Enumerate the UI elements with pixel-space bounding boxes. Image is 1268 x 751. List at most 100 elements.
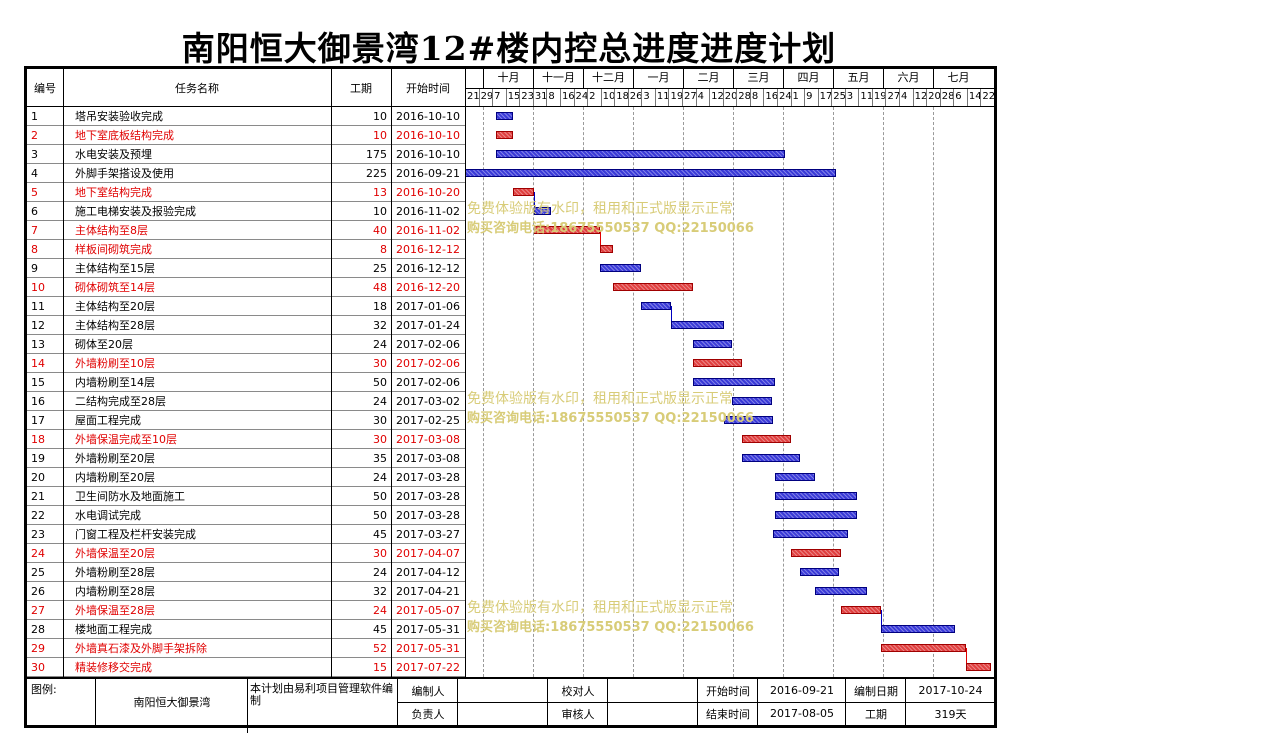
task-start: 2017-03-08 — [396, 433, 460, 446]
grid-line — [883, 107, 884, 677]
task-duration: 45 — [373, 623, 387, 636]
day-label: 27 — [682, 89, 697, 107]
table-row[interactable]: 22 水电调试完成 50 2017-03-28 — [27, 506, 465, 525]
table-row[interactable]: 8 样板间砌筑完成 8 2016-12-12 — [27, 240, 465, 259]
table-row[interactable]: 16 二结构完成至28层 24 2017-03-02 — [27, 392, 465, 411]
month-label: 五月 — [833, 69, 883, 88]
gantt-bar[interactable] — [496, 150, 785, 158]
table-row[interactable]: 9 主体结构至15层 25 2016-12-12 — [27, 259, 465, 278]
gantt-chart — [465, 107, 994, 677]
table-row[interactable]: 6 施工电梯安装及报验完成 10 2016-11-02 — [27, 202, 465, 221]
gantt-bar[interactable] — [723, 416, 774, 424]
table-row[interactable]: 19 外墙粉刷至20层 35 2017-03-08 — [27, 449, 465, 468]
gantt-bar[interactable] — [773, 530, 848, 538]
table-row[interactable]: 20 内墙粉刷至20层 24 2017-03-28 — [27, 468, 465, 487]
col-header-start: 开始时间 — [406, 82, 450, 95]
day-label: 10 — [600, 89, 615, 107]
task-id: 2 — [31, 129, 38, 142]
gantt-bar[interactable] — [742, 435, 792, 443]
row-divider — [27, 429, 465, 430]
gantt-bar[interactable] — [600, 264, 642, 272]
gantt-bar[interactable] — [641, 302, 672, 310]
gantt-bar[interactable] — [880, 625, 955, 633]
task-id: 22 — [31, 509, 45, 522]
gantt-bar[interactable] — [613, 283, 693, 291]
table-row[interactable]: 4 外脚手架搭设及使用 225 2016-09-21 — [27, 164, 465, 183]
row-divider — [27, 125, 465, 126]
task-duration: 24 — [373, 338, 387, 351]
task-start: 2016-10-10 — [396, 148, 460, 161]
row-divider — [27, 505, 465, 506]
gantt-bar[interactable] — [600, 245, 614, 253]
table-row[interactable]: 23 门窗工程及栏杆安装完成 45 2017-03-27 — [27, 525, 465, 544]
gantt-bar[interactable] — [496, 112, 513, 120]
gantt-bar[interactable] — [671, 321, 724, 329]
task-start: 2017-05-31 — [396, 642, 460, 655]
gantt-bar[interactable] — [880, 644, 967, 652]
gantt-bar[interactable] — [692, 340, 733, 348]
gantt-bar[interactable] — [732, 397, 772, 405]
table-row[interactable]: 30 精装修移交完成 15 2017-07-22 — [27, 658, 465, 677]
task-start: 2017-02-06 — [396, 376, 460, 389]
table-row[interactable]: 21 卫生间防水及地面施工 50 2017-03-28 — [27, 487, 465, 506]
gantt-bar[interactable] — [692, 378, 775, 386]
table-row[interactable]: 24 外墙保温至20层 30 2017-04-07 — [27, 544, 465, 563]
table-row[interactable]: 26 内墙粉刷至28层 32 2017-04-21 — [27, 582, 465, 601]
task-start: 2016-11-02 — [396, 224, 460, 237]
task-start: 2016-10-10 — [396, 110, 460, 123]
gantt-bar[interactable] — [534, 226, 601, 234]
table-row[interactable]: 11 主体结构至20层 18 2017-01-06 — [27, 297, 465, 316]
table-row[interactable]: 1 塔吊安装验收完成 10 2016-10-10 — [27, 107, 465, 126]
table-row[interactable]: 10 砌体砌筑至14层 48 2016-12-20 — [27, 278, 465, 297]
table-row[interactable]: 28 楼地面工程完成 45 2017-05-31 — [27, 620, 465, 639]
watermark-text: 购买咨询电话:18675550537 QQ:22150066 — [467, 221, 754, 236]
gantt-bar[interactable] — [774, 511, 858, 519]
gantt-bar[interactable] — [742, 454, 800, 462]
task-name: 外墙粉刷至28层 — [75, 566, 155, 579]
gantt-bar[interactable] — [774, 473, 815, 481]
table-row[interactable]: 12 主体结构至28层 32 2017-01-24 — [27, 316, 465, 335]
row-divider — [27, 467, 465, 468]
gantt-bar[interactable] — [791, 549, 841, 557]
gantt-bar[interactable] — [465, 169, 836, 177]
table-row[interactable]: 2 地下室底板结构完成 10 2016-10-10 — [27, 126, 465, 145]
row-divider — [27, 220, 465, 221]
table-row[interactable]: 5 地下室结构完成 13 2016-10-20 — [27, 183, 465, 202]
day-label: 17 — [817, 89, 832, 107]
gantt-bar[interactable] — [966, 663, 991, 671]
gantt-bar[interactable] — [774, 492, 858, 500]
table-row[interactable]: 25 外墙粉刷至28层 24 2017-04-12 — [27, 563, 465, 582]
month-label: 四月 — [783, 69, 833, 88]
row-divider — [27, 562, 465, 563]
gantt-bar[interactable] — [496, 131, 513, 139]
column-divider — [331, 69, 332, 677]
table-row[interactable]: 7 主体结构至8层 40 2016-11-02 — [27, 221, 465, 240]
task-name: 砌体砌筑至14层 — [75, 281, 155, 294]
task-start: 2017-03-08 — [396, 452, 460, 465]
table-row[interactable]: 18 外墙保温完成至10层 30 2017-03-08 — [27, 430, 465, 449]
task-name: 门窗工程及栏杆安装完成 — [75, 528, 196, 541]
table-row[interactable]: 13 砌体至20层 24 2017-02-06 — [27, 335, 465, 354]
table-row[interactable]: 29 外墙真石漆及外脚手架拆除 52 2017-05-31 — [27, 639, 465, 658]
table-row[interactable]: 17 屋面工程完成 30 2017-02-25 — [27, 411, 465, 430]
table-row[interactable]: 14 外墙粉刷至10层 30 2017-02-06 — [27, 354, 465, 373]
row-divider — [27, 410, 465, 411]
table-row[interactable]: 15 内墙粉刷至14层 50 2017-02-06 — [27, 373, 465, 392]
task-duration: 24 — [373, 471, 387, 484]
gantt-bar[interactable] — [799, 568, 840, 576]
gantt-bar[interactable] — [692, 359, 742, 367]
gantt-bar[interactable] — [840, 606, 881, 614]
row-divider — [27, 296, 465, 297]
task-start: 2017-03-28 — [396, 509, 460, 522]
month-label: 十月 — [483, 69, 533, 88]
task-id: 11 — [31, 300, 45, 313]
table-row[interactable]: 3 水电安装及预埋 175 2016-10-10 — [27, 145, 465, 164]
gantt-bar[interactable] — [512, 188, 535, 196]
table-row[interactable]: 27 外墙保温至28层 24 2017-05-07 — [27, 601, 465, 620]
row-divider — [27, 638, 465, 639]
gantt-bar[interactable] — [534, 207, 551, 215]
gantt-bar[interactable] — [814, 587, 868, 595]
watermark-text: 购买咨询电话:18675550537 QQ:22150066 — [467, 411, 754, 426]
day-label: 11 — [858, 89, 873, 107]
day-label: 24 — [776, 89, 792, 107]
